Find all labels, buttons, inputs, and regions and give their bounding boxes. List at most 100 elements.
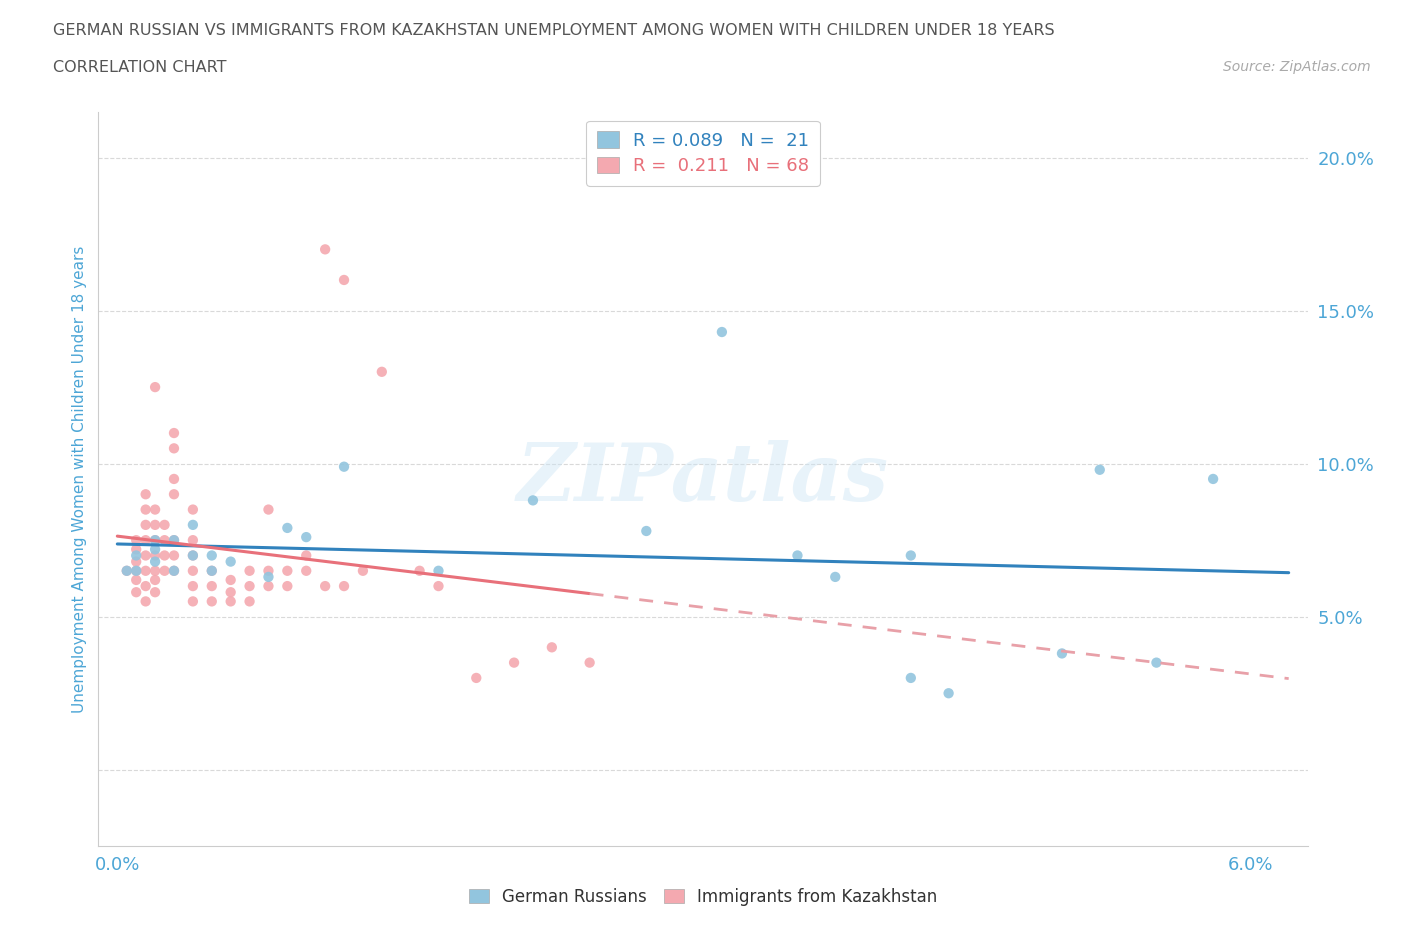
Point	[125, 542, 148, 557]
Point	[125, 573, 148, 588]
Point	[135, 564, 157, 578]
Point	[143, 533, 166, 548]
Point	[333, 459, 356, 474]
Point	[522, 493, 544, 508]
Point	[900, 548, 922, 563]
Point	[333, 272, 356, 287]
Point	[314, 242, 336, 257]
Point	[276, 521, 298, 536]
Point	[135, 533, 157, 548]
Point	[163, 533, 186, 548]
Legend: R = 0.089   N =  21, R =  0.211   N = 68: R = 0.089 N = 21, R = 0.211 N = 68	[586, 121, 820, 186]
Point	[1202, 472, 1225, 486]
Point	[201, 578, 224, 593]
Point	[125, 533, 148, 548]
Point	[125, 564, 148, 578]
Point	[181, 517, 204, 532]
Point	[163, 486, 186, 501]
Point	[276, 578, 298, 593]
Point	[181, 594, 204, 609]
Point	[239, 594, 262, 609]
Point	[900, 671, 922, 685]
Point	[295, 530, 318, 545]
Point	[143, 573, 166, 588]
Point	[135, 594, 157, 609]
Point	[219, 594, 242, 609]
Point	[143, 585, 166, 600]
Point	[938, 685, 960, 700]
Point	[636, 524, 658, 538]
Point	[257, 569, 280, 584]
Point	[181, 502, 204, 517]
Point	[578, 656, 600, 671]
Point	[1050, 646, 1073, 661]
Point	[143, 502, 166, 517]
Point	[540, 640, 562, 655]
Point	[239, 564, 262, 578]
Point	[181, 564, 204, 578]
Point	[181, 533, 204, 548]
Point	[295, 564, 318, 578]
Text: ZIPatlas: ZIPatlas	[517, 440, 889, 518]
Point	[143, 564, 166, 578]
Text: GERMAN RUSSIAN VS IMMIGRANTS FROM KAZAKHSTAN UNEMPLOYMENT AMONG WOMEN WITH CHILD: GERMAN RUSSIAN VS IMMIGRANTS FROM KAZAKH…	[53, 23, 1054, 38]
Point	[181, 578, 204, 593]
Point	[824, 569, 846, 584]
Point	[135, 486, 157, 501]
Point	[153, 517, 176, 532]
Point	[163, 564, 186, 578]
Point	[465, 671, 488, 685]
Point	[163, 564, 186, 578]
Point	[163, 426, 186, 441]
Y-axis label: Unemployment Among Women with Children Under 18 years: Unemployment Among Women with Children U…	[72, 246, 87, 712]
Point	[219, 573, 242, 588]
Point	[143, 548, 166, 563]
Point	[786, 548, 808, 563]
Point	[239, 578, 262, 593]
Point	[408, 564, 430, 578]
Point	[115, 564, 138, 578]
Point	[710, 325, 733, 339]
Point	[1088, 462, 1111, 477]
Point	[135, 517, 157, 532]
Point	[201, 548, 224, 563]
Point	[333, 578, 356, 593]
Point	[371, 365, 394, 379]
Point	[181, 548, 204, 563]
Point	[143, 542, 166, 557]
Point	[135, 578, 157, 593]
Point	[257, 564, 280, 578]
Point	[201, 564, 224, 578]
Legend: German Russians, Immigrants from Kazakhstan: German Russians, Immigrants from Kazakhs…	[463, 881, 943, 912]
Point	[143, 554, 166, 569]
Point	[257, 502, 280, 517]
Point	[1144, 656, 1167, 671]
Point	[257, 578, 280, 593]
Point	[135, 548, 157, 563]
Point	[143, 533, 166, 548]
Point	[135, 502, 157, 517]
Point	[125, 554, 148, 569]
Point	[181, 548, 204, 563]
Point	[295, 548, 318, 563]
Point	[219, 554, 242, 569]
Point	[314, 578, 336, 593]
Point	[276, 564, 298, 578]
Point	[143, 517, 166, 532]
Point	[201, 564, 224, 578]
Point	[427, 564, 450, 578]
Text: Source: ZipAtlas.com: Source: ZipAtlas.com	[1223, 60, 1371, 74]
Point	[163, 472, 186, 486]
Point	[352, 564, 374, 578]
Point	[163, 548, 186, 563]
Point	[163, 533, 186, 548]
Point	[125, 564, 148, 578]
Point	[153, 533, 176, 548]
Point	[427, 578, 450, 593]
Point	[125, 548, 148, 563]
Point	[143, 379, 166, 394]
Point	[115, 564, 138, 578]
Point	[153, 548, 176, 563]
Text: CORRELATION CHART: CORRELATION CHART	[53, 60, 226, 75]
Point	[163, 441, 186, 456]
